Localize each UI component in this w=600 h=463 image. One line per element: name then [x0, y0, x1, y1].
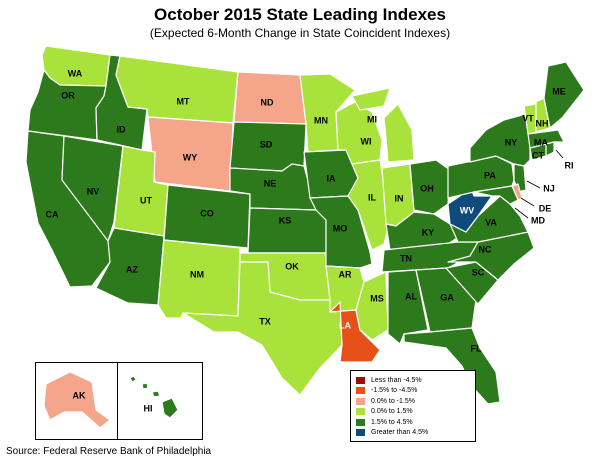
state-label-nm: NM — [190, 269, 204, 279]
state-label-ky: KY — [422, 227, 435, 237]
state-label-ma: MA — [534, 137, 548, 147]
state-label-nc: NC — [479, 244, 492, 254]
state-ny — [469, 113, 531, 167]
map-subtitle: (Expected 6-Month Change in State Coinci… — [149, 26, 451, 40]
state-label-wi: WI — [361, 136, 372, 146]
state-label-ri: RI — [565, 160, 574, 170]
leader-line-md — [514, 207, 529, 219]
legend-swatch — [356, 418, 365, 426]
state-label-or: OR — [61, 90, 75, 100]
state-label-ks: KS — [279, 215, 292, 225]
legend-label: 1.5% to 4.5% — [371, 418, 413, 426]
state-ct — [529, 143, 547, 161]
state-mi — [351, 87, 415, 163]
leader-line-de — [520, 197, 535, 207]
state-label-az: AZ — [126, 264, 138, 274]
state-label-ut: UT — [140, 195, 152, 205]
state-label-me: ME — [552, 86, 566, 96]
legend-item: -1.5% to -4.5% — [356, 386, 470, 397]
alaska-hawaii-inset — [35, 362, 203, 440]
state-label-de: DE — [539, 203, 552, 213]
legend: Less than -4.5% -1.5% to -4.5% 0.0% to -1.… — [350, 370, 476, 442]
legend-label: 0.0% to -1.5% — [371, 397, 415, 405]
state-fl — [403, 327, 501, 405]
state-label-nh: NH — [536, 118, 549, 128]
state-ms — [355, 271, 389, 341]
state-label-pa: PA — [484, 170, 496, 180]
source-note: Source: Federal Reserve Bank of Philadel… — [6, 446, 212, 457]
legend-label: Less than -4.5% — [371, 376, 422, 384]
state-label-nj: NJ — [543, 183, 555, 193]
state-label-ak: AK — [73, 390, 86, 400]
leader-line-nj — [526, 180, 541, 189]
state-label-mi: MI — [367, 114, 377, 124]
legend-item: 1.5% to 4.5% — [356, 417, 470, 428]
state-label-tx: TX — [259, 316, 271, 326]
state-label-in: IN — [395, 193, 404, 203]
states-layer — [25, 45, 585, 429]
labels-layer: WA OR CA ID NV MT WY UT AZ CO NM ND SD NE KS OK TX MN IA MO… — [46, 68, 574, 413]
state-label-sc: SC — [472, 267, 485, 277]
legend-item: 0.0% to -1.5% — [356, 396, 470, 407]
state-label-oh: OH — [420, 183, 434, 193]
legend-item: 0.0% to 1.5% — [356, 407, 470, 418]
map-title: October 2015 State Leading Indexes — [154, 5, 446, 24]
state-label-ia: IA — [327, 173, 337, 183]
state-label-wa: WA — [68, 68, 83, 78]
state-ak — [43, 371, 111, 429]
state-label-ok: OK — [285, 261, 299, 271]
legend-swatch — [356, 408, 365, 416]
legend-label: 0.0% to 1.5% — [371, 408, 413, 416]
state-hi — [129, 375, 179, 419]
state-label-mt: MT — [177, 96, 190, 106]
state-label-co: CO — [200, 208, 214, 218]
state-label-al: AL — [405, 291, 417, 301]
legend-swatch — [356, 387, 365, 395]
state-tx — [182, 261, 343, 396]
state-label-la: LA — [339, 320, 351, 330]
state-label-ct: CT — [532, 150, 544, 160]
state-md — [473, 185, 519, 205]
state-nv — [61, 135, 124, 242]
state-label-ne: NE — [264, 178, 277, 188]
state-label-ar: AR — [339, 269, 352, 279]
state-label-ga: GA — [440, 292, 454, 302]
legend-label: -1.5% to -4.5% — [371, 387, 418, 395]
state-me — [543, 61, 585, 129]
state-label-md: MD — [531, 215, 545, 225]
legend-item: Greater than 4.5% — [356, 428, 470, 439]
inset-divider — [117, 362, 118, 440]
state-label-tn: TN — [400, 253, 412, 263]
state-label-wy: WY — [183, 152, 198, 162]
state-label-il: IL — [368, 192, 377, 202]
state-label-sd: SD — [260, 139, 273, 149]
state-label-mn: MN — [314, 115, 328, 125]
state-label-ca: CA — [46, 209, 59, 219]
state-label-nd: ND — [261, 97, 274, 107]
state-nc — [447, 231, 535, 281]
state-label-va: VA — [485, 217, 497, 227]
state-label-mo: MO — [333, 223, 348, 233]
legend-label: Greater than 4.5% — [371, 429, 429, 437]
state-label-hi: HI — [144, 403, 153, 413]
leader-lines — [514, 149, 564, 219]
legend-swatch — [356, 429, 365, 437]
state-label-ny: NY — [505, 137, 518, 147]
leader-line-ri — [555, 149, 564, 159]
state-label-wv: WV — [460, 205, 475, 215]
legend-item: Less than -4.5% — [356, 375, 470, 386]
state-label-id: ID — [117, 124, 127, 134]
legend-swatch — [356, 376, 365, 384]
state-label-vt: VT — [522, 113, 534, 123]
legend-swatch — [356, 397, 365, 405]
state-label-ms: MS — [370, 293, 384, 303]
state-label-nv: NV — [87, 186, 100, 196]
state-label-fl: FL — [471, 343, 482, 353]
